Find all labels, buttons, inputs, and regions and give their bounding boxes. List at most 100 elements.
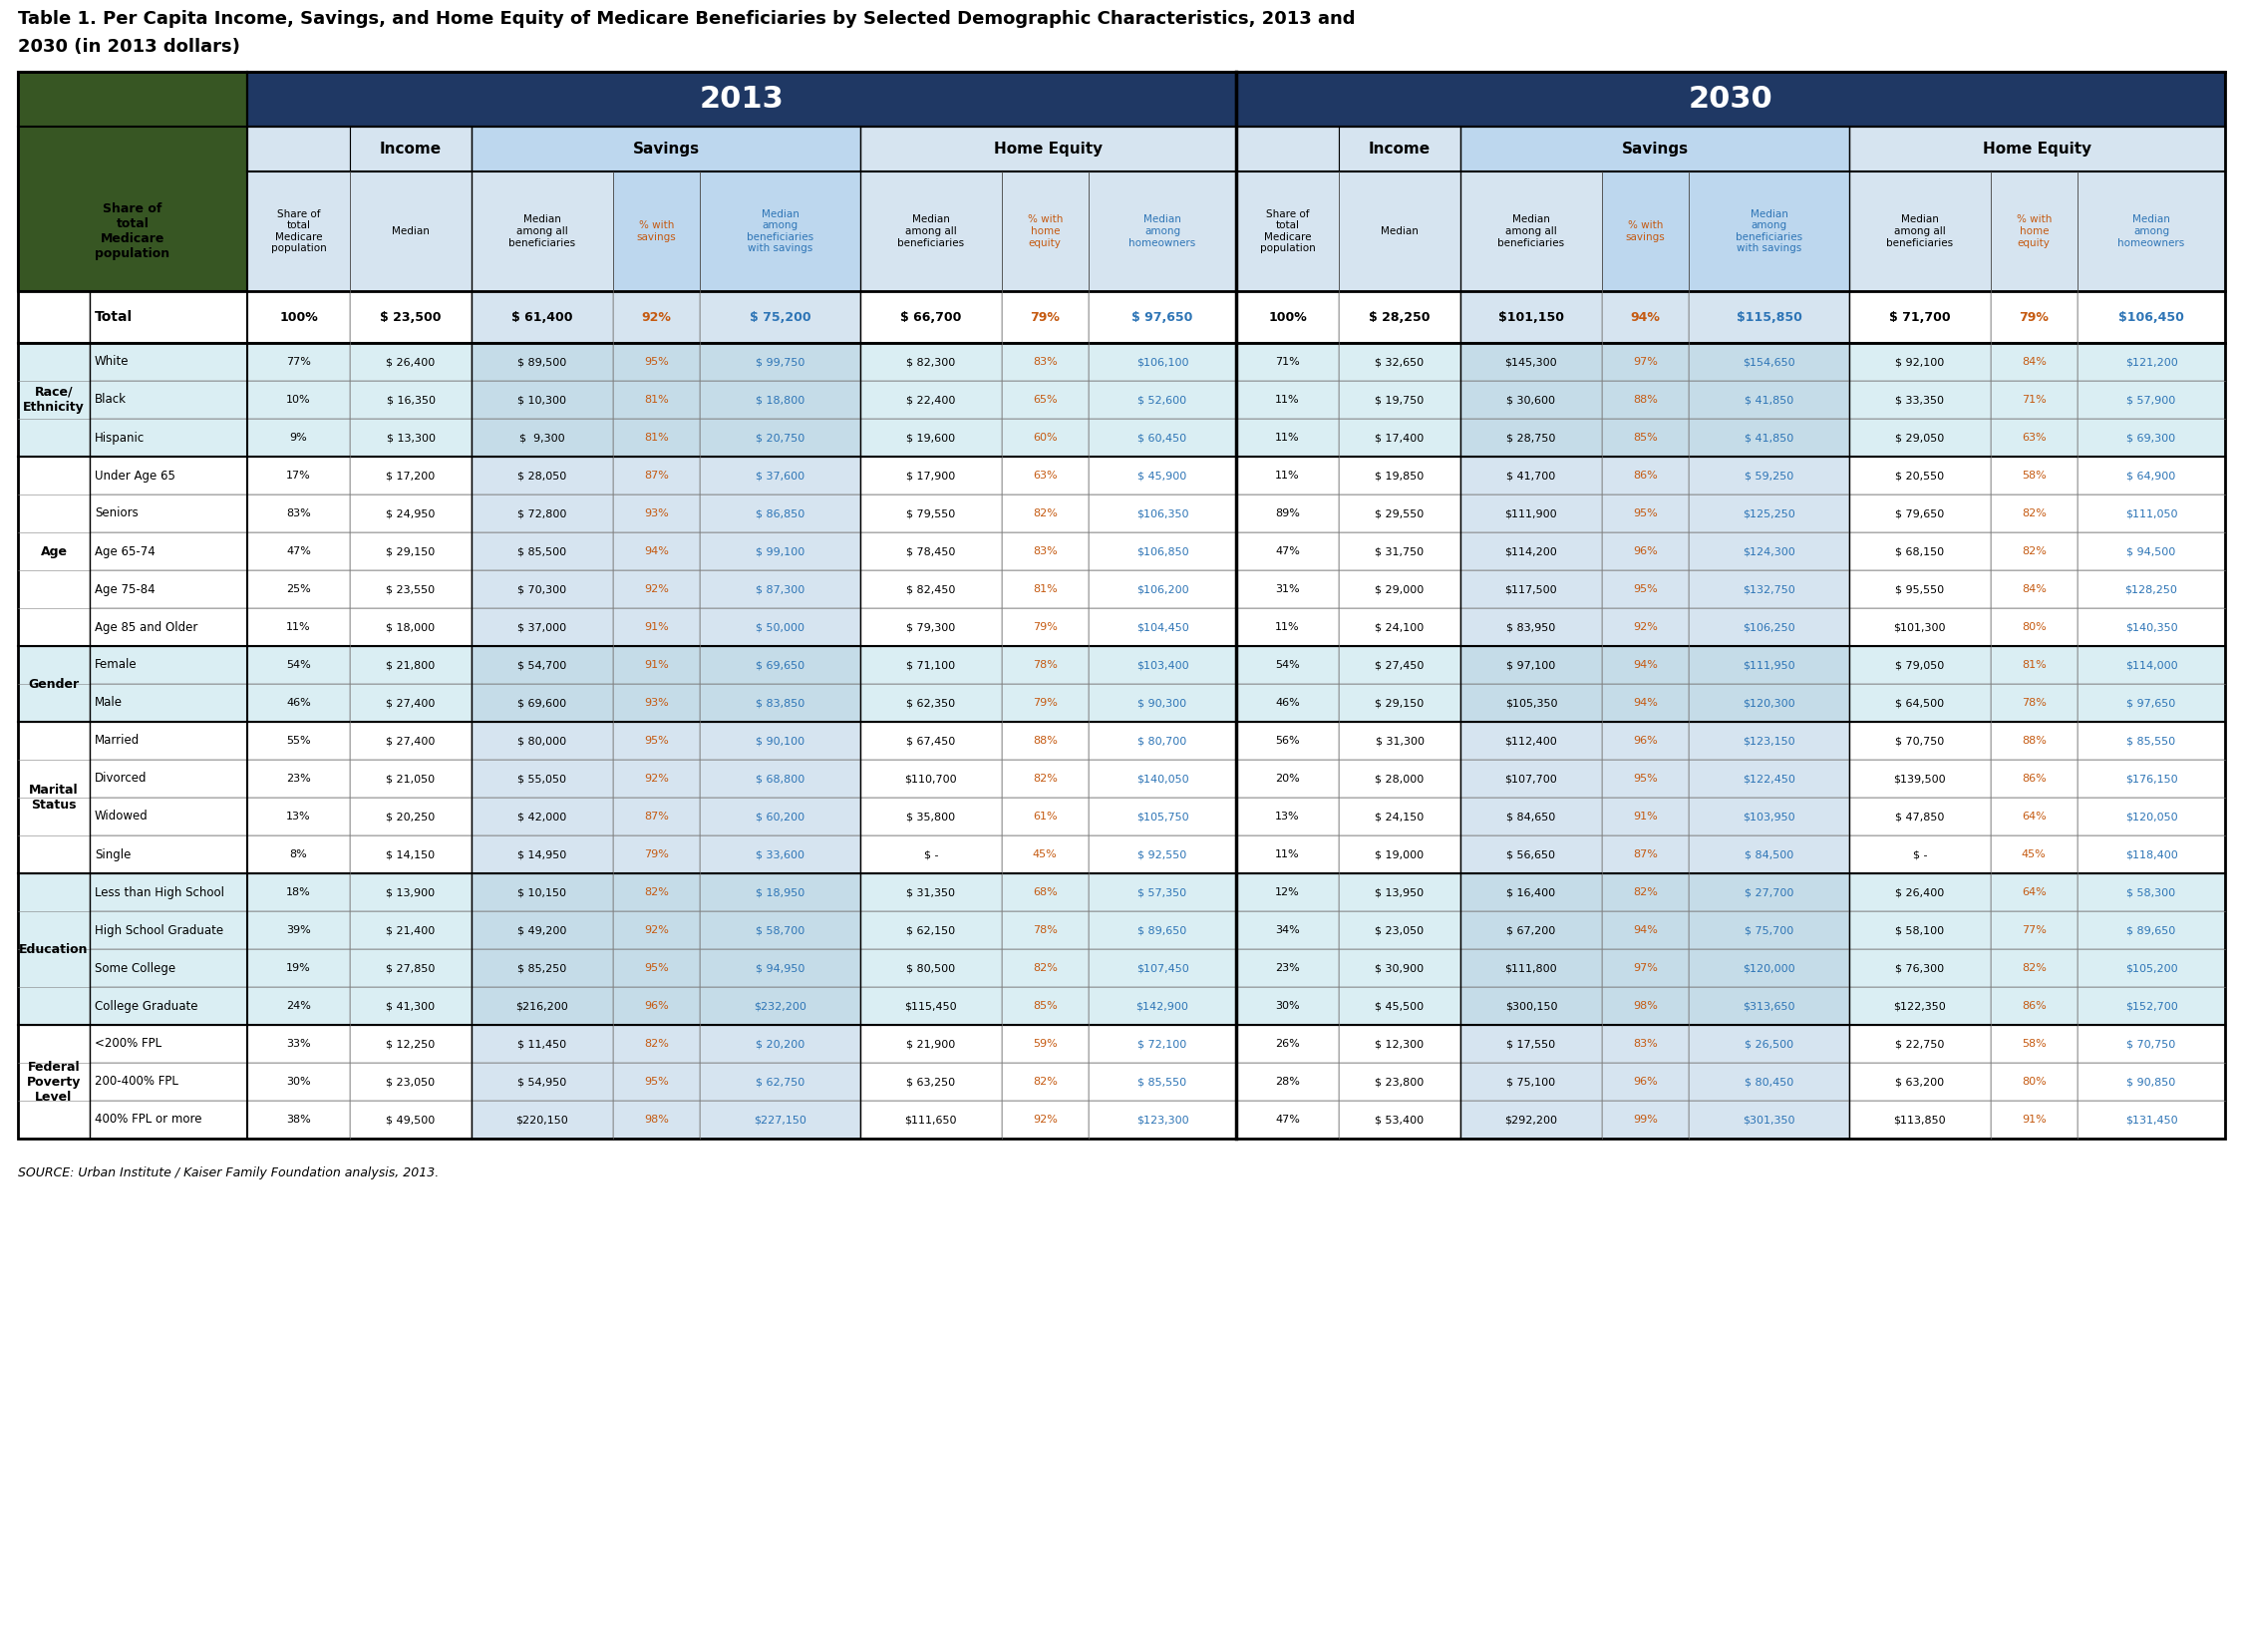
Text: 92%: 92% (644, 773, 668, 783)
Bar (1460, 494, 1602, 532)
Bar (1236, 71, 2225, 127)
Bar (471, 874, 612, 912)
Bar (247, 950, 350, 986)
Bar (2077, 532, 2225, 570)
Text: $292,200: $292,200 (1505, 1115, 1557, 1125)
Bar (2077, 798, 2225, 836)
Text: $ 79,050: $ 79,050 (1895, 661, 1945, 671)
Text: $ 22,400: $ 22,400 (906, 395, 956, 405)
Bar (1848, 722, 1990, 760)
Bar (700, 1062, 861, 1100)
Text: $ 70,750: $ 70,750 (2126, 1039, 2176, 1049)
Text: $ 29,150: $ 29,150 (1375, 697, 1424, 707)
Bar (1689, 950, 1848, 986)
Bar (90, 836, 247, 874)
Bar (2077, 722, 2225, 760)
Text: 81%: 81% (1032, 585, 1056, 595)
Text: 92%: 92% (641, 311, 671, 324)
Bar (247, 418, 350, 456)
Text: 80%: 80% (2021, 1077, 2046, 1087)
Text: 39%: 39% (287, 925, 312, 935)
Bar (1236, 344, 1339, 382)
Bar (1088, 874, 1236, 912)
Bar (350, 172, 471, 291)
Text: $ 33,350: $ 33,350 (1895, 395, 1945, 405)
Bar (1460, 172, 1602, 291)
Bar (1339, 418, 1460, 456)
Bar (1000, 912, 1088, 950)
Text: 46%: 46% (1274, 697, 1299, 707)
Bar (1088, 912, 1236, 950)
Text: $ 18,950: $ 18,950 (756, 887, 805, 897)
Text: 200-400% FPL: 200-400% FPL (94, 1075, 179, 1089)
Bar (2077, 1062, 2225, 1100)
Bar (350, 382, 471, 418)
Text: Home Equity: Home Equity (1983, 142, 2090, 157)
Text: $ 23,800: $ 23,800 (1375, 1077, 1424, 1087)
Bar (1000, 382, 1088, 418)
Bar (612, 608, 700, 646)
Text: $ 59,250: $ 59,250 (1745, 471, 1794, 481)
Bar (1460, 1024, 1602, 1062)
Bar (700, 836, 861, 874)
Text: 86%: 86% (2021, 773, 2046, 783)
Text: $ 31,350: $ 31,350 (906, 887, 956, 897)
Text: $ 85,550: $ 85,550 (1137, 1077, 1187, 1087)
Text: $132,750: $132,750 (1743, 585, 1794, 595)
Text: 94%: 94% (644, 547, 668, 557)
Text: $ 68,150: $ 68,150 (1895, 547, 1945, 557)
Text: 83%: 83% (1032, 357, 1056, 367)
Text: 81%: 81% (644, 395, 668, 405)
Text: 83%: 83% (287, 509, 312, 519)
Text: $ 26,400: $ 26,400 (386, 357, 435, 367)
Text: $140,350: $140,350 (2124, 623, 2178, 633)
Bar (1460, 874, 1602, 912)
Text: $ 85,250: $ 85,250 (518, 963, 567, 973)
Bar (1236, 291, 1339, 344)
Text: $131,450: $131,450 (2124, 1115, 2178, 1125)
Bar (861, 646, 1000, 684)
Bar (1236, 494, 1339, 532)
Text: 54%: 54% (1274, 661, 1299, 671)
Bar (1339, 291, 1460, 344)
Text: $113,850: $113,850 (1893, 1115, 1947, 1125)
Bar (1236, 1024, 1339, 1062)
Text: $ 94,500: $ 94,500 (2126, 547, 2176, 557)
Text: 64%: 64% (2021, 811, 2046, 821)
Bar (861, 798, 1000, 836)
Bar (700, 874, 861, 912)
Bar (1460, 456, 1602, 494)
Text: $ 57,900: $ 57,900 (2126, 395, 2176, 405)
Text: $ 79,300: $ 79,300 (906, 623, 956, 633)
Text: $ 61,400: $ 61,400 (511, 311, 572, 324)
Bar (1602, 1024, 1689, 1062)
Bar (471, 418, 612, 456)
Bar (247, 608, 350, 646)
Bar (1990, 836, 2077, 874)
Bar (612, 570, 700, 608)
Bar (471, 950, 612, 986)
Bar (247, 836, 350, 874)
Text: Age 65-74: Age 65-74 (94, 545, 155, 558)
Text: $ 18,000: $ 18,000 (386, 623, 435, 633)
Bar (1990, 722, 2077, 760)
Text: $ 20,250: $ 20,250 (386, 811, 435, 821)
Text: 82%: 82% (1032, 963, 1056, 973)
Text: $ 69,300: $ 69,300 (2126, 433, 2176, 443)
Bar (1460, 344, 1602, 382)
Bar (90, 760, 247, 798)
Text: $121,200: $121,200 (2124, 357, 2178, 367)
Bar (247, 532, 350, 570)
Bar (1000, 986, 1088, 1024)
Text: 54%: 54% (287, 661, 312, 671)
Bar (90, 798, 247, 836)
Bar (247, 382, 350, 418)
Bar (18, 874, 90, 1024)
Bar (1339, 684, 1460, 722)
Text: $ 62,750: $ 62,750 (756, 1077, 805, 1087)
Text: 8%: 8% (289, 849, 307, 859)
Text: $145,300: $145,300 (1505, 357, 1557, 367)
Text: 100%: 100% (1267, 311, 1308, 324)
Bar (1000, 1062, 1088, 1100)
Bar (1990, 608, 2077, 646)
